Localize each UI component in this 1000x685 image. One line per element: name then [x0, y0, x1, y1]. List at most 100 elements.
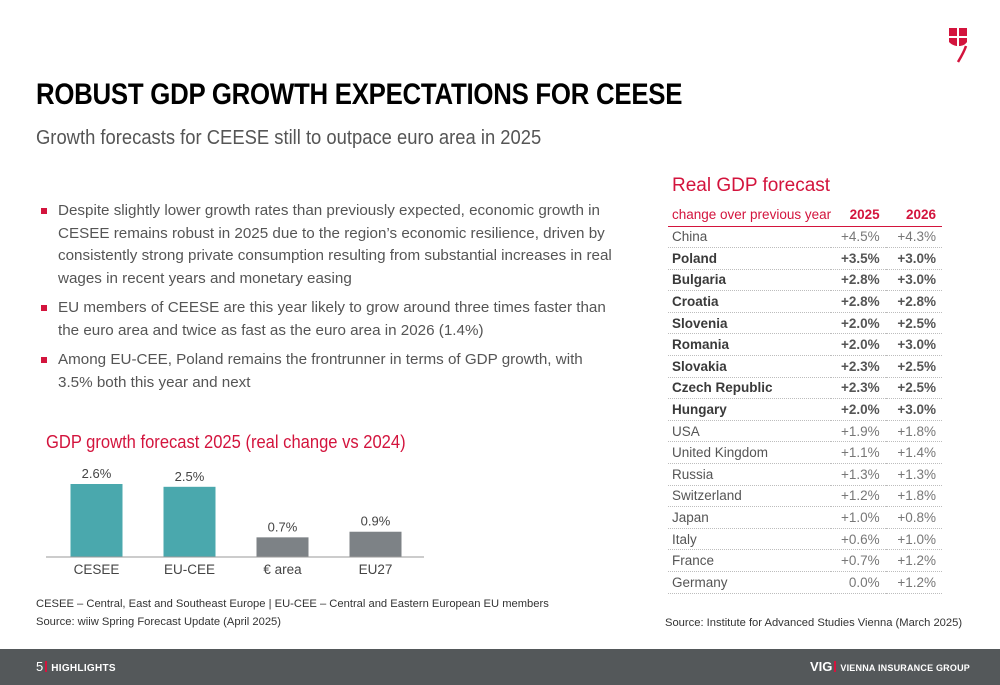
- value-2026-cell: +1.4%: [885, 441, 942, 465]
- footer-separator: [45, 661, 48, 672]
- table-row: Croatia +2.8% +2.8%: [668, 290, 942, 313]
- footer-brand: VIG VIENNA INSURANCE GROUP: [810, 659, 970, 674]
- country-cell: Poland: [668, 247, 832, 270]
- table-row: USA +1.9% +1.8%: [668, 420, 942, 443]
- table-row: China +4.5% +4.3%: [668, 226, 942, 249]
- chart-source: Source: wiiw Spring Forecast Update (Apr…: [36, 616, 281, 628]
- value-2026-cell: +2.5%: [885, 312, 942, 335]
- brand-name: VIENNA INSURANCE GROUP: [840, 663, 970, 673]
- chart-title: GDP growth forecast 2025 (real change vs…: [46, 432, 406, 452]
- value-2025-cell: +2.0%: [831, 333, 886, 357]
- table-row: Poland +3.5% +3.0%: [668, 247, 942, 270]
- value-2026-cell: +3.0%: [885, 398, 942, 421]
- bar: [163, 486, 216, 557]
- country-cell: Croatia: [668, 290, 832, 313]
- value-2025-cell: +1.9%: [831, 420, 886, 443]
- bar-value-label: 0.7%: [268, 519, 298, 534]
- column-header-label: change over previous year: [668, 204, 832, 227]
- value-2026-cell: +1.8%: [885, 485, 942, 508]
- section-name: HIGHLIGHTS: [51, 663, 116, 674]
- value-2026-cell: +3.0%: [885, 333, 942, 357]
- bullet-marker: [41, 208, 47, 214]
- country-cell: Slovenia: [668, 312, 832, 335]
- country-cell: France: [668, 549, 832, 572]
- value-2025-cell: +2.8%: [831, 290, 886, 313]
- value-2026-cell: +2.5%: [885, 355, 942, 378]
- value-2026-cell: +1.2%: [885, 549, 942, 572]
- vig-logo-icon: [949, 28, 968, 63]
- category-tick-label: € area: [263, 562, 302, 577]
- gdp-forecast-table: change over previous year 2025 2026 Chin…: [668, 204, 942, 594]
- value-2025-cell: +1.1%: [831, 441, 886, 465]
- country-cell: Germany: [668, 571, 832, 594]
- table-row: Switzerland +1.2% +1.8%: [668, 485, 942, 508]
- page-title: ROBUST GDP GROWTH EXPECTATIONS FOR CEESE: [36, 78, 683, 111]
- column-header-2026: 2026: [885, 204, 942, 227]
- country-cell: Russia: [668, 463, 832, 486]
- country-cell: Slovakia: [668, 355, 832, 378]
- footer-brand-separator: [834, 661, 837, 672]
- table-row: Slovenia +2.0% +2.5%: [668, 312, 942, 335]
- table-row: Bulgaria +2.8% +3.0%: [668, 269, 942, 292]
- value-2025-cell: +0.7%: [831, 549, 886, 572]
- bar: [256, 537, 309, 557]
- bullet-text: EU members of CEESE are this year likely…: [58, 299, 606, 339]
- page-number: 5: [36, 659, 44, 674]
- value-2025-cell: +3.5%: [831, 247, 886, 270]
- country-cell: USA: [668, 420, 832, 443]
- value-2026-cell: +3.0%: [885, 269, 942, 292]
- value-2026-cell: +3.0%: [885, 247, 942, 270]
- country-cell: Japan: [668, 506, 832, 529]
- bullet-item: EU members of CEESE are this year likely…: [40, 297, 620, 342]
- bar: [349, 531, 402, 557]
- value-2025-cell: +2.0%: [831, 398, 886, 421]
- table-row: Russia +1.3% +1.3%: [668, 463, 942, 486]
- bullet-text: Despite slightly lower growth rates than…: [58, 202, 612, 287]
- footer-bar: 5 HIGHLIGHTS VIG VIENNA INSURANCE GROUP: [0, 649, 1000, 685]
- table-source: Source: Institute for Advanced Studies V…: [665, 617, 963, 629]
- bar: [70, 484, 123, 557]
- bar-value-label: 2.6%: [82, 466, 112, 481]
- table-row: France +0.7% +1.2%: [668, 549, 942, 572]
- table-row: Slovakia +2.3% +2.5%: [668, 355, 942, 378]
- value-2025-cell: +4.5%: [831, 226, 886, 249]
- bullet-list: Despite slightly lower growth rates than…: [40, 200, 620, 401]
- bullet-item: Despite slightly lower growth rates than…: [40, 200, 620, 290]
- table-body: China +4.5% +4.3% Poland +3.5% +3.0% Bulgaria +…: [668, 226, 942, 594]
- category-tick-label: EU-CEE: [164, 562, 215, 577]
- value-2026-cell: +1.2%: [885, 571, 942, 594]
- table-row: Germany 0.0% +1.2%: [668, 571, 942, 594]
- value-2025-cell: +1.2%: [831, 485, 886, 508]
- brand-abbreviation: VIG: [810, 659, 833, 674]
- value-2025-cell: 0.0%: [831, 571, 886, 594]
- value-2025-cell: +0.6%: [831, 528, 886, 551]
- country-cell: Italy: [668, 528, 832, 551]
- table-row: Italy +0.6% +1.0%: [668, 528, 942, 551]
- category-tick-label: EU27: [359, 562, 393, 577]
- country-cell: United Kingdom: [668, 441, 832, 465]
- column-header-2025: 2025: [831, 204, 886, 227]
- table-row: Czech Republic +2.3% +2.5%: [668, 377, 942, 400]
- abbreviations-note: CESEE – Central, East and Southeast Euro…: [36, 598, 549, 610]
- country-cell: Hungary: [668, 398, 832, 421]
- value-2025-cell: +2.8%: [831, 269, 886, 292]
- value-2026-cell: +4.3%: [885, 226, 942, 249]
- table-title: Real GDP forecast: [672, 175, 831, 196]
- value-2026-cell: +2.8%: [885, 290, 942, 313]
- value-2025-cell: +1.3%: [831, 463, 886, 486]
- table-row: Romania +2.0% +3.0%: [668, 333, 942, 357]
- bullet-text: Among EU-CEE, Poland remains the frontru…: [58, 351, 583, 391]
- table-row: Japan +1.0% +0.8%: [668, 506, 942, 529]
- table-header-row: change over previous year 2025 2026: [668, 204, 942, 227]
- bullet-marker: [41, 305, 47, 311]
- value-2025-cell: +2.3%: [831, 355, 886, 378]
- bar-value-label: 0.9%: [361, 514, 391, 529]
- country-cell: Switzerland: [668, 485, 832, 508]
- bar-value-label: 2.5%: [175, 469, 205, 484]
- gdp-bar-chart: 2.6% CESEE 2.5% EU-CEE 0.7% € area 0.9% EU27: [46, 466, 424, 577]
- bullet-marker: [41, 357, 47, 363]
- table-row: Hungary +2.0% +3.0%: [668, 398, 942, 421]
- category-tick-label: CESEE: [74, 562, 120, 577]
- bullet-item: Among EU-CEE, Poland remains the frontru…: [40, 349, 620, 394]
- country-cell: Bulgaria: [668, 269, 832, 292]
